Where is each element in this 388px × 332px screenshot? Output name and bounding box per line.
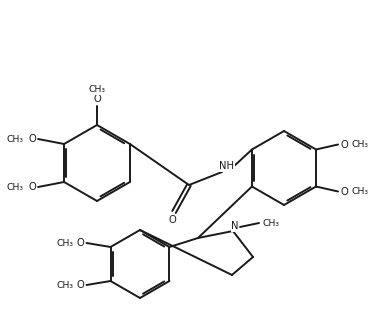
Text: O: O xyxy=(340,139,348,149)
Text: CH₃: CH₃ xyxy=(7,134,24,143)
Text: N: N xyxy=(231,221,239,231)
Text: CH₃: CH₃ xyxy=(88,86,106,95)
Text: CH₃: CH₃ xyxy=(7,183,24,192)
Text: CH₃: CH₃ xyxy=(263,218,279,227)
Text: CH₃: CH₃ xyxy=(352,187,369,196)
Text: CH₃: CH₃ xyxy=(352,140,369,149)
Text: O: O xyxy=(340,187,348,197)
Text: O: O xyxy=(77,238,85,248)
Text: NH: NH xyxy=(220,161,234,171)
Text: CH₃: CH₃ xyxy=(56,238,73,247)
Text: O: O xyxy=(93,94,101,104)
Text: CH₃: CH₃ xyxy=(56,281,73,290)
Text: O: O xyxy=(28,182,36,192)
Text: O: O xyxy=(28,134,36,144)
Text: O: O xyxy=(168,215,176,225)
Text: O: O xyxy=(77,280,85,290)
